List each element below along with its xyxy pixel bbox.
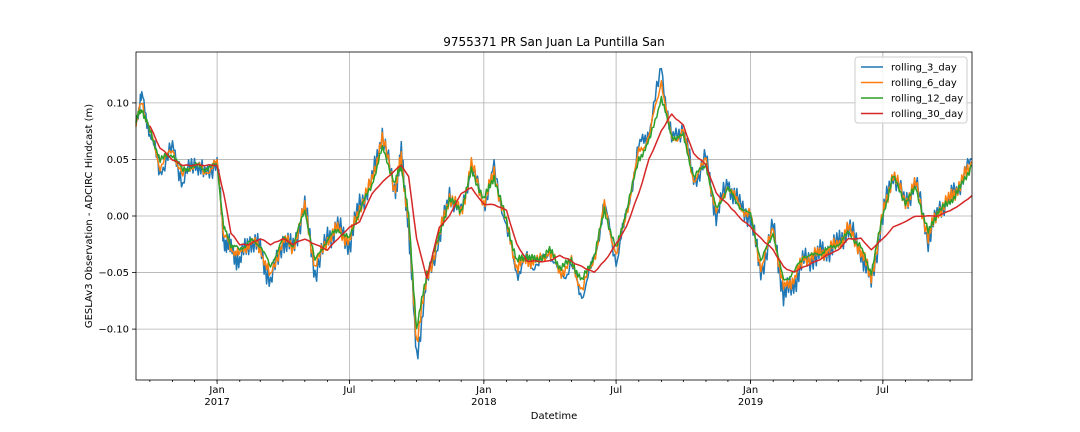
y-axis-ticks: −0.10 −0.05 0.00 0.05 0.10	[98, 98, 136, 336]
y-tick-label: 0.05	[107, 155, 129, 166]
x-tick-label: Jul	[342, 385, 355, 396]
chart-title: 9755371 PR San Juan La Puntilla San	[443, 35, 665, 49]
legend-label: rolling_3_day	[891, 63, 957, 74]
x-axis-label: Datetime	[531, 411, 578, 422]
x-tick-year: 2019	[738, 397, 763, 408]
y-tick-label: 0.00	[107, 212, 129, 223]
y-tick-label: 0.10	[107, 98, 129, 109]
y-axis-label: GESLAv3 Observation - ADCIRC Hindcast (m…	[84, 104, 95, 328]
series-line-rolling-3-day	[135, 67, 973, 360]
x-tick-label: Jan	[208, 385, 224, 396]
x-tick-year: 2018	[471, 397, 496, 408]
grid-lines	[136, 52, 972, 380]
legend-label: rolling_12_day	[891, 94, 963, 105]
x-tick-label: Jul	[876, 385, 889, 396]
x-tick-label: Jan	[742, 385, 758, 396]
series-layer	[135, 67, 973, 360]
series-line-rolling-6-day	[135, 80, 973, 343]
legend-label: rolling_6_day	[891, 78, 957, 89]
legend: rolling_3_day rolling_6_day rolling_12_day…	[854, 56, 968, 124]
y-tick-label: −0.10	[98, 325, 129, 336]
x-tick-label: Jan	[475, 385, 491, 396]
series-line-rolling-30-day	[149, 113, 973, 280]
x-tick-label: Jul	[609, 385, 622, 396]
legend-box	[854, 56, 968, 124]
series-line-rolling-12-day	[135, 95, 973, 330]
y-tick-label: −0.05	[98, 268, 129, 279]
legend-label: rolling_30_day	[891, 109, 963, 120]
x-tick-year: 2017	[204, 397, 229, 408]
